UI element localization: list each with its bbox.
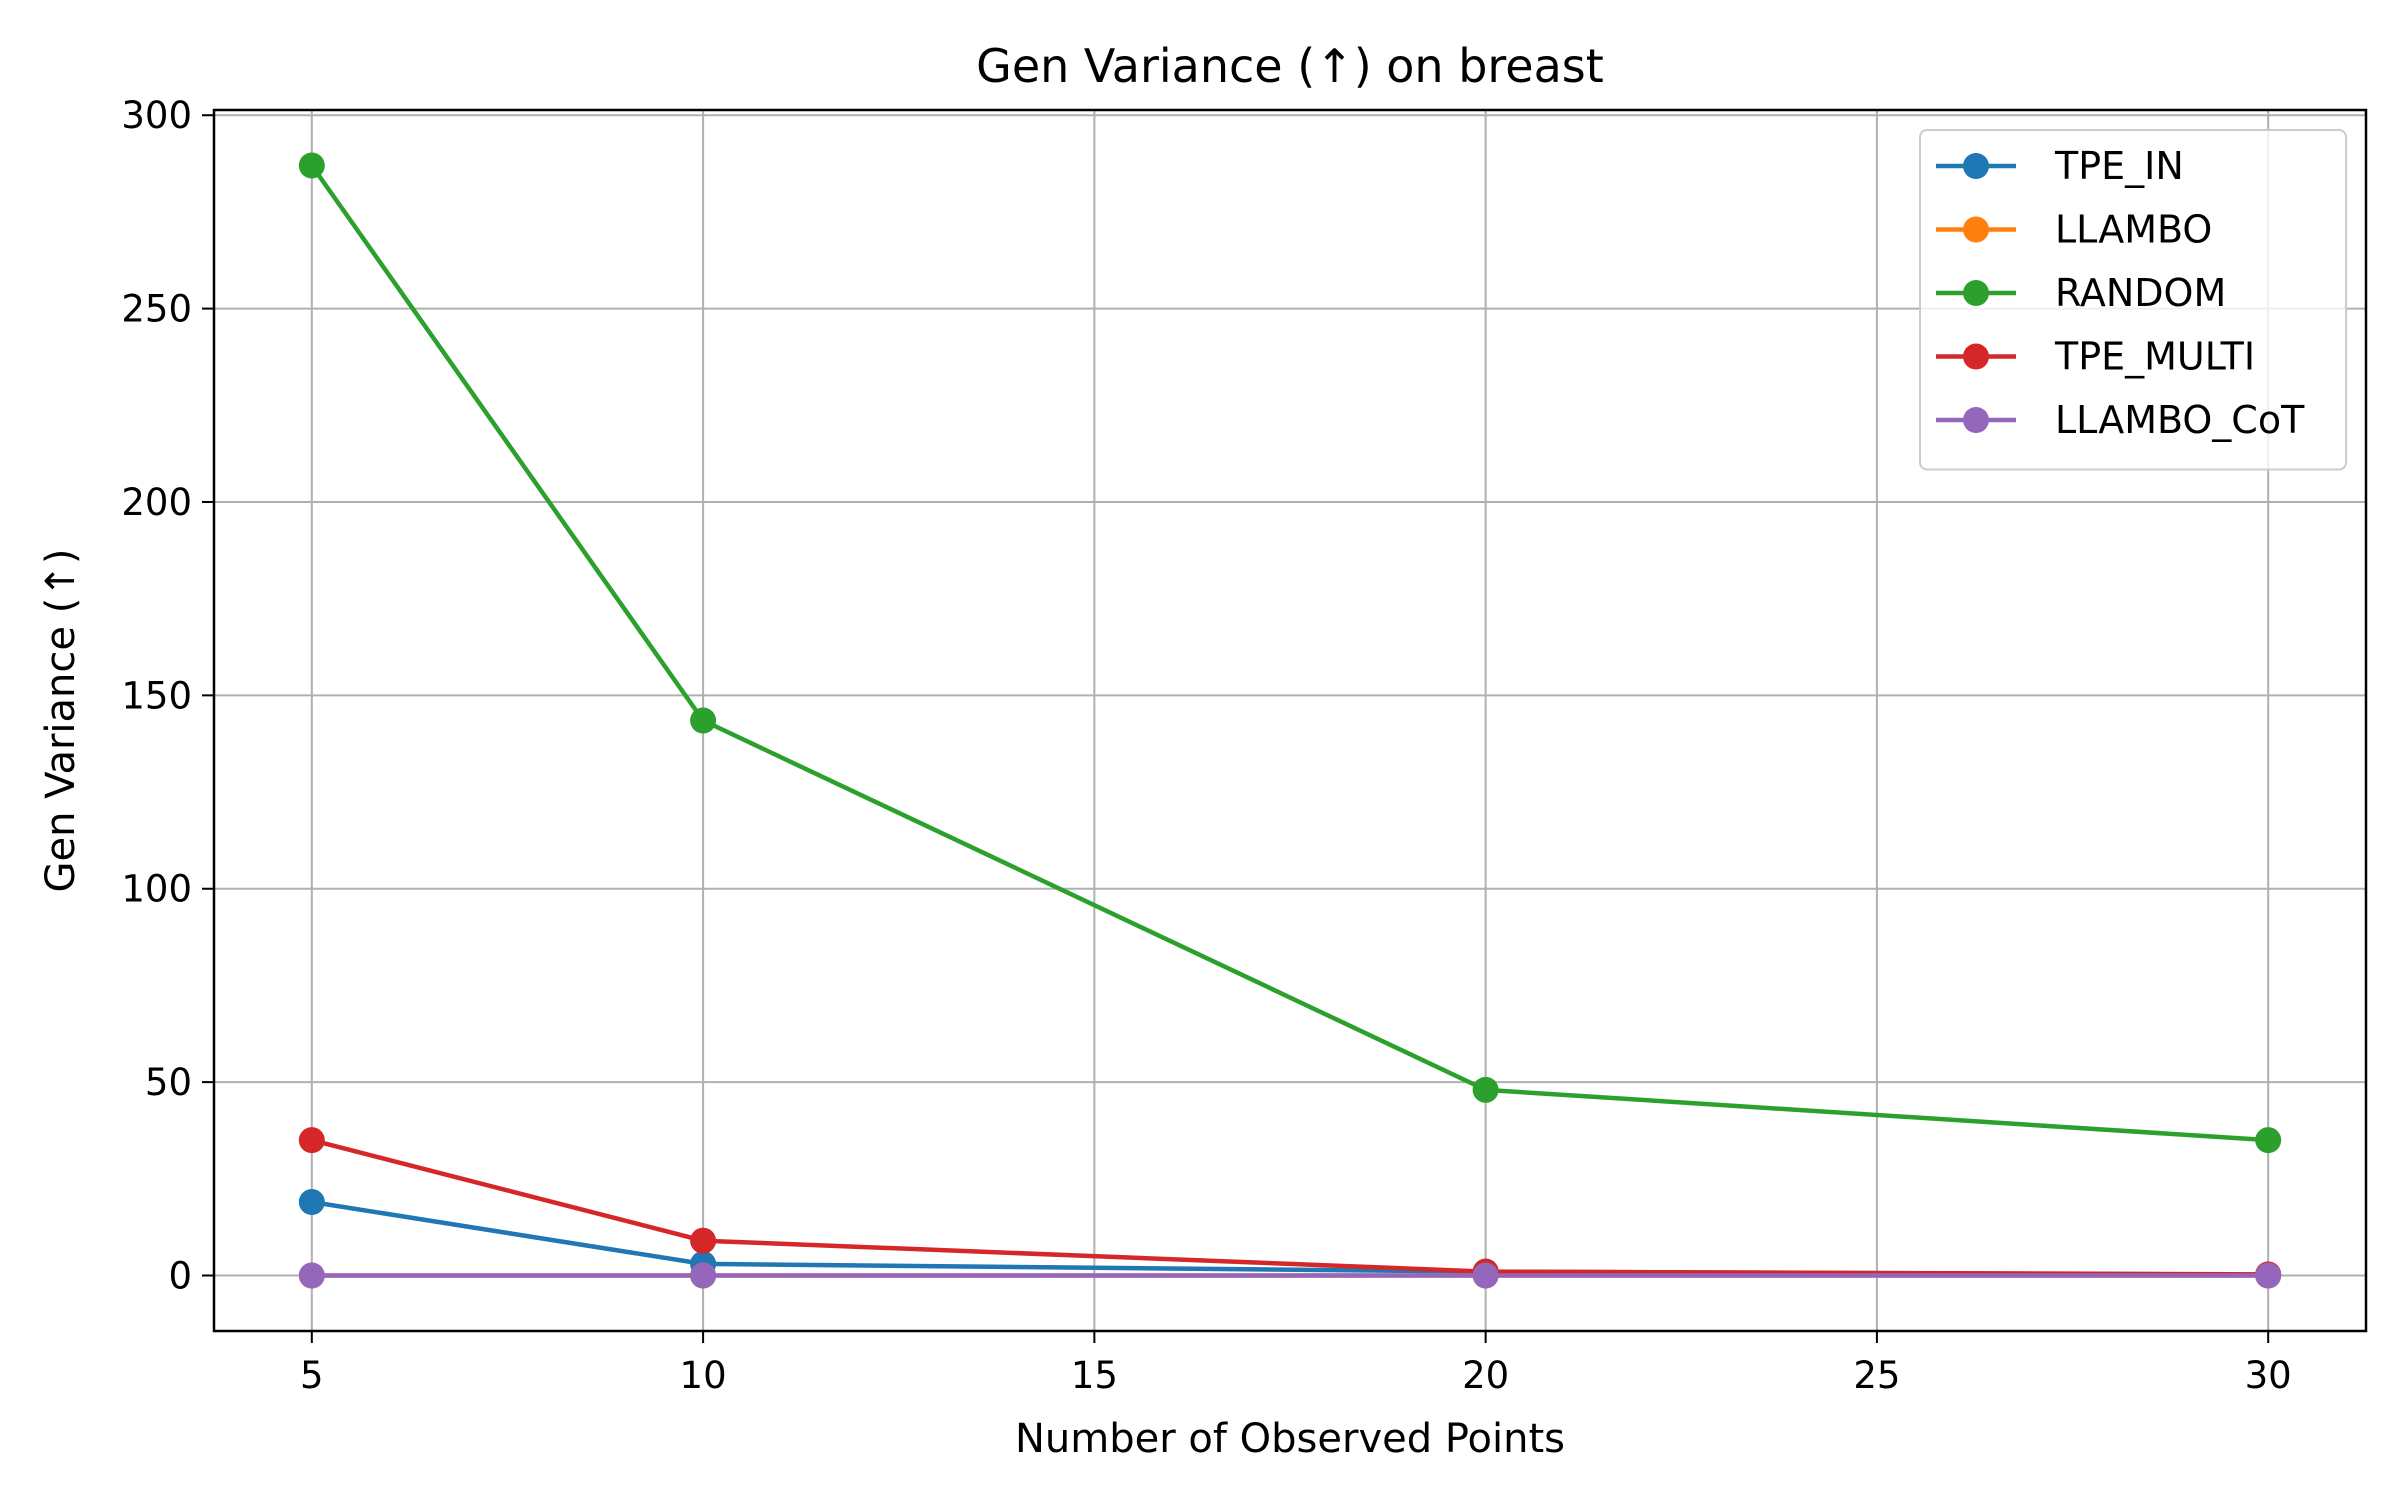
legend-label: TPE_IN xyxy=(2054,144,2184,188)
legend-label: LLAMBO_CoT xyxy=(2055,398,2305,442)
chart-title: Gen Variance (↑) on breast xyxy=(976,39,1604,93)
legend-swatch-marker xyxy=(1963,280,1989,306)
data-point-llambo-cot xyxy=(298,1262,325,1289)
legend-swatch-marker xyxy=(1963,216,1989,243)
y-axis-label: Gen Variance (↑) xyxy=(38,549,84,893)
x-axis-label: Number of Observed Points xyxy=(1015,1416,1565,1462)
data-point-random xyxy=(2255,1127,2282,1154)
legend-swatch-marker xyxy=(1963,153,1989,179)
data-point-tpe-multi xyxy=(690,1227,717,1254)
legend-swatch-marker xyxy=(1963,407,1989,433)
data-point-tpe-in xyxy=(298,1189,325,1216)
legend-swatch-marker xyxy=(1963,343,1989,370)
y-tick-label: 50 xyxy=(145,1061,192,1104)
y-tick-label: 250 xyxy=(121,288,192,331)
legend-label: LLAMBO xyxy=(2055,208,2212,252)
data-point-random xyxy=(1472,1076,1499,1103)
data-point-llambo-cot xyxy=(1472,1262,1499,1289)
x-tick-label: 20 xyxy=(1462,1354,1509,1397)
data-point-tpe-multi xyxy=(298,1127,325,1154)
x-tick-label: 5 xyxy=(300,1354,324,1397)
series-llambo-cot xyxy=(298,1262,2282,1289)
legend-item-tpe-multi: TPE_MULTI xyxy=(1936,335,2255,379)
legend-item-llambo: LLAMBO xyxy=(1936,208,2212,252)
data-point-random xyxy=(298,152,325,179)
plot-frame xyxy=(212,108,2368,1333)
y-tick-label: 150 xyxy=(121,674,192,717)
x-tick-label: 25 xyxy=(1853,1354,1900,1397)
y-tick-label: 200 xyxy=(121,481,192,524)
series-line-random xyxy=(309,163,2271,1143)
legend-item-llambo-cot: LLAMBO_CoT xyxy=(1936,398,2305,442)
x-tick-label: 10 xyxy=(680,1354,727,1397)
legend-item-tpe-in: TPE_IN xyxy=(1936,144,2184,188)
data-point-random xyxy=(690,707,717,734)
series-layer xyxy=(298,152,2282,1289)
x-tick-label: 15 xyxy=(1071,1354,1118,1397)
y-tick-label: 100 xyxy=(121,868,192,911)
legend-item-random: RANDOM xyxy=(1936,271,2226,315)
y-tick-label: 300 xyxy=(121,94,192,137)
legend: TPE_IN LLAMBO RANDOM TPE_MULTI LLAMBO_CoT xyxy=(1919,129,2347,471)
legend-label: RANDOM xyxy=(2055,271,2226,315)
legend-label: TPE_MULTI xyxy=(2054,335,2255,379)
data-point-llambo-cot xyxy=(690,1262,717,1289)
legend-box xyxy=(1919,129,2347,471)
y-tick-label: 0 xyxy=(168,1255,192,1298)
series-line-tpe-multi xyxy=(309,1137,2271,1277)
x-tick-label: 30 xyxy=(2245,1354,2292,1397)
series-random xyxy=(298,152,2282,1154)
data-point-llambo-cot xyxy=(2255,1262,2282,1289)
